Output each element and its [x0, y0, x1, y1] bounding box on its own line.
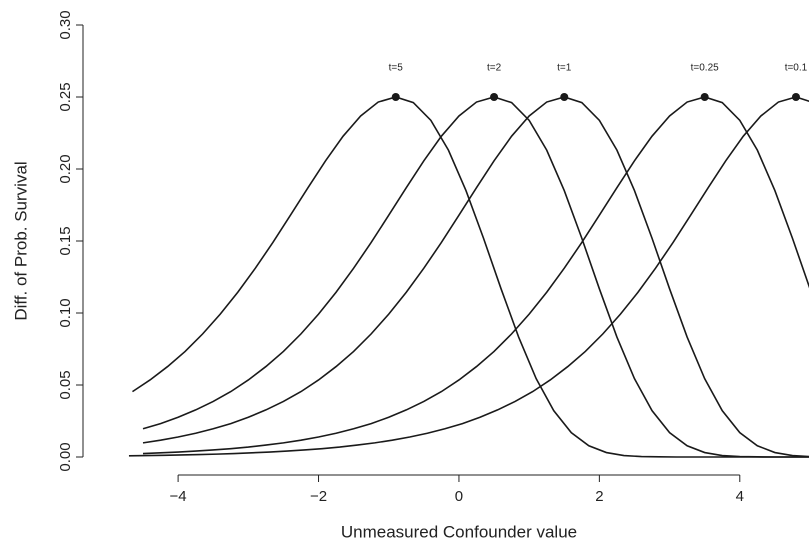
plot-area	[128, 93, 809, 458]
peak-point	[791, 93, 800, 101]
y-tick-label: 0.20	[57, 154, 74, 183]
y-tick-label: 0.05	[57, 370, 74, 399]
y-tick-label: 0.30	[57, 10, 74, 39]
peak-label: t=2	[487, 63, 502, 74]
curve	[142, 96, 809, 458]
curve	[142, 96, 809, 455]
peak-point	[391, 93, 400, 101]
peak-point	[490, 93, 499, 101]
x-tick-label: 2	[595, 488, 603, 505]
peak-point	[560, 93, 569, 101]
y-tick-label: 0.15	[57, 226, 74, 255]
peak-label: t=1	[557, 63, 572, 74]
curve	[132, 96, 809, 458]
y-tick-label: 0.10	[57, 298, 74, 327]
x-tick-label: 0	[455, 488, 463, 505]
peak-point	[700, 93, 709, 101]
x-tick-label: −4	[170, 488, 187, 505]
y-axis-title: Diff. of Prob. Survival	[11, 161, 30, 320]
x-tick-label: 4	[736, 488, 744, 505]
peak-label: t=0.1	[785, 63, 808, 74]
x-tick-label: −2	[310, 488, 327, 505]
peak-label: t=5	[389, 63, 404, 74]
curve	[142, 96, 809, 458]
y-tick-label: 0.25	[57, 82, 74, 111]
y-tick-label: 0.00	[57, 442, 74, 471]
peak-label: t=0.25	[691, 63, 720, 74]
x-axis-title: Unmeasured Confounder value	[341, 522, 577, 541]
curve	[128, 96, 809, 457]
